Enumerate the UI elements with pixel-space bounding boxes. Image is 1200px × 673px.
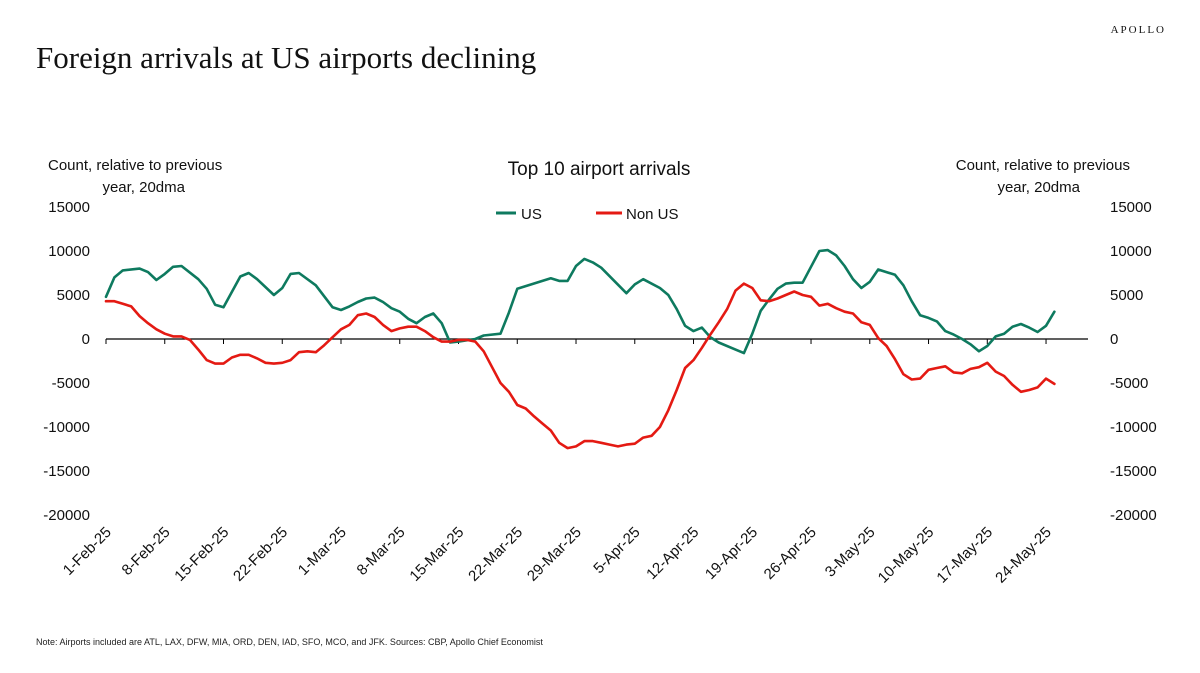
chart-title: Top 10 airport arrivals — [508, 159, 691, 180]
x-tick-label: 10-May-25 — [875, 524, 938, 587]
y-tick-left: -20000 — [43, 507, 90, 524]
legend: US Non US — [496, 206, 679, 223]
legend-non-us-label: Non US — [626, 206, 679, 223]
x-tick-label: 19-Apr-25 — [702, 524, 761, 583]
x-tick-label: 1-Mar-25 — [295, 524, 350, 579]
y-tick-right: 5000 — [1110, 287, 1143, 304]
y-tick-right: -10000 — [1110, 419, 1157, 436]
series-line-non-us — [104, 282, 1056, 450]
y-tick-right: -20000 — [1110, 507, 1157, 524]
x-tick-label: 26-Apr-25 — [761, 524, 820, 583]
x-tick-label: 22-Feb-25 — [230, 524, 291, 585]
x-tick-label: 8-Mar-25 — [354, 524, 409, 579]
legend-us-label: US — [521, 206, 542, 223]
right-axis-label-line-2: year, 20dma — [997, 179, 1080, 196]
series-line-us — [104, 248, 1056, 355]
y-tick-right: 10000 — [1110, 243, 1152, 260]
x-tick-label: 8-Feb-25 — [119, 524, 174, 579]
x-tick-label: 29-Mar-25 — [524, 524, 585, 585]
x-tick-label: 1-Feb-25 — [60, 524, 115, 579]
x-tick-label: 15-Feb-25 — [171, 524, 232, 585]
y-tick-left: -5000 — [52, 375, 90, 392]
x-tick-label: 5-Apr-25 — [590, 524, 643, 577]
x-tick-label: 15-Mar-25 — [406, 524, 467, 585]
x-tick-label: 3-May-25 — [822, 524, 879, 581]
brand-logo: APOLLO — [1110, 24, 1166, 36]
page-title: Foreign arrivals at US airports declinin… — [36, 40, 537, 75]
y-tick-right: -5000 — [1110, 375, 1148, 392]
y-tick-left: 15000 — [48, 199, 90, 216]
footnote: Note: Airports included are ATL, LAX, DF… — [36, 637, 543, 647]
x-tick-label: 24-May-25 — [992, 524, 1055, 587]
y-tick-right: 0 — [1110, 331, 1118, 348]
y-tick-left: -10000 — [43, 419, 90, 436]
right-axis-label-line-1: Count, relative to previous — [956, 157, 1130, 174]
left-axis-label-line-2: year, 20dma — [102, 179, 185, 196]
x-tick-label: 17-May-25 — [933, 524, 996, 587]
y-tick-left: 10000 — [48, 243, 90, 260]
y-tick-left: 0 — [82, 331, 90, 348]
x-tick-label: 22-Mar-25 — [465, 524, 526, 585]
x-tick-label: 12-Apr-25 — [643, 524, 702, 583]
axes: 15000 15000 10000 10000 5000 5000 0 0 -5000 -5000… — [43, 199, 1156, 587]
y-tick-left: -15000 — [43, 463, 90, 480]
series-group — [104, 248, 1056, 450]
left-axis-label-line-1: Count, relative to previous — [48, 157, 222, 174]
y-tick-left: 5000 — [57, 287, 90, 304]
y-tick-right: 15000 — [1110, 199, 1152, 216]
y-tick-right: -15000 — [1110, 463, 1157, 480]
